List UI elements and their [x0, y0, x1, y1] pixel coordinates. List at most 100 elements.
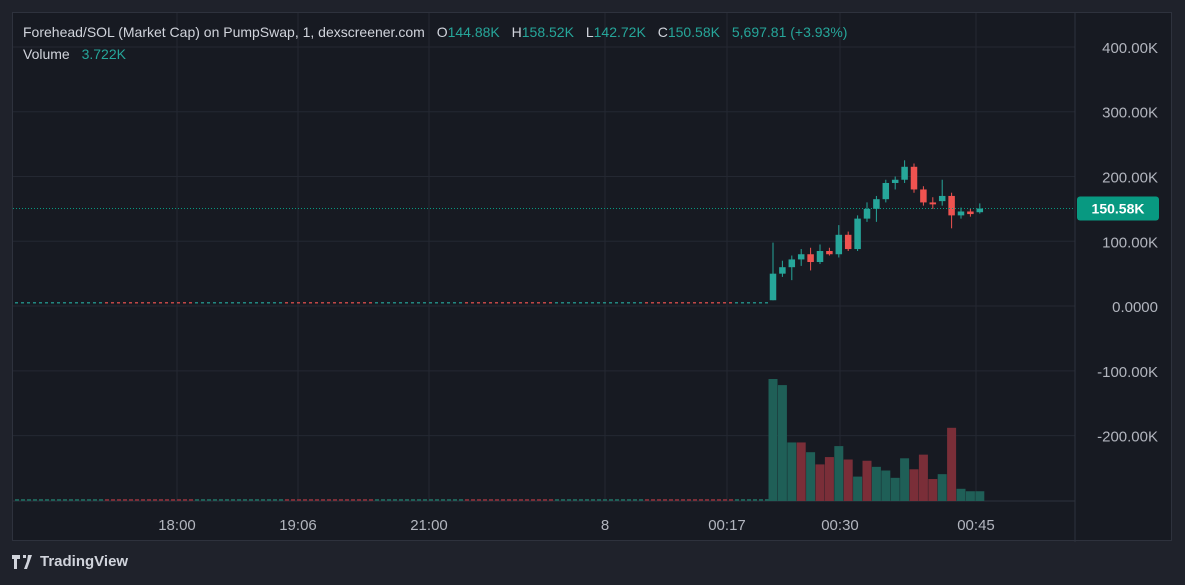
history-volume-bar [33, 499, 37, 501]
x-tick-label: 19:06 [279, 517, 317, 534]
history-volume-bar [531, 499, 535, 501]
volume-bar [965, 491, 975, 501]
candle-body [948, 195, 955, 216]
history-volume-bar [237, 499, 241, 501]
history-volume-bar [543, 499, 547, 501]
history-volume-bar [615, 499, 619, 501]
tradingview-icon [12, 554, 32, 569]
volume-bar [956, 488, 966, 501]
history-volume-bar [603, 499, 607, 501]
history-volume-bar [495, 499, 499, 501]
history-volume-bar [309, 499, 313, 501]
history-volume-bar [195, 499, 199, 501]
history-volume-bar [369, 499, 373, 501]
candle-body [854, 218, 861, 250]
history-volume-bar [297, 499, 301, 501]
tradingview-logo[interactable]: TradingView [12, 553, 128, 570]
x-tick-label: 00:17 [708, 517, 746, 534]
history-volume-bar [549, 499, 553, 501]
history-volume-bar [561, 499, 565, 501]
candle-body [797, 254, 805, 260]
history-volume-bar [447, 499, 451, 501]
candle-body [891, 179, 899, 183]
y-tick-label: 100.00K [1102, 234, 1158, 251]
candle-body [901, 166, 908, 180]
history-volume-bar [81, 499, 85, 501]
history-volume-bar [411, 499, 415, 501]
candle-body [779, 267, 786, 274]
history-volume-bar [639, 499, 643, 501]
candle-body [882, 182, 890, 200]
volume-label[interactable]: Volume [23, 46, 70, 62]
volume-bar [853, 476, 863, 501]
price-tag-background [1077, 196, 1159, 221]
history-volume-bar [39, 499, 43, 501]
low-label: L [585, 24, 594, 40]
volume-bar [928, 479, 938, 501]
open-value: 144.88K [447, 24, 500, 40]
history-volume-bar [93, 499, 97, 501]
symbol-title[interactable]: Forehead/SOL (Market Cap) on PumpSwap, 1… [23, 24, 425, 40]
candle-body [957, 211, 965, 216]
history-volume-bar [675, 499, 679, 501]
history-volume-bar [399, 499, 403, 501]
history-volume-bar [183, 499, 187, 501]
tradingview-wordmark: TradingView [40, 553, 129, 570]
history-volume-bar [153, 499, 157, 501]
history-volume-bar [465, 499, 469, 501]
y-tick-label: -200.00K [1097, 429, 1158, 446]
candle-body [863, 208, 871, 219]
volume-bar [806, 452, 816, 501]
chart-frame[interactable]: 400.00K 300.00K 200.00K 100.00K 0.0000 -100.0… [12, 12, 1173, 542]
x-tick-label: 18:00 [158, 517, 196, 534]
history-volume-bar [717, 499, 721, 501]
history-volume-bar [669, 499, 673, 501]
volume-bar [796, 442, 806, 501]
last-price-tag: 150.58K [1077, 196, 1159, 221]
history-volume-bar [291, 499, 295, 501]
candle-body [873, 199, 880, 209]
history-volume-bar [255, 499, 259, 501]
chart-canvas[interactable]: 400.00K 300.00K 200.00K 100.00K 0.0000 -100.0… [13, 13, 1173, 542]
history-volume-bar [15, 499, 19, 501]
history-volume-bar [243, 499, 247, 501]
history-volume-bar [375, 499, 379, 501]
candle-body [976, 208, 984, 213]
low-value: 142.72K [593, 24, 646, 40]
volume-bar [843, 459, 853, 501]
history-volume-bar [51, 499, 55, 501]
history-volume-bar [123, 499, 127, 501]
history-volume-bar [231, 499, 235, 501]
history-volume-bar [741, 499, 745, 501]
history-volume-bar [249, 499, 253, 501]
history-volume-bar [627, 499, 631, 501]
history-volume-bar [321, 499, 325, 501]
history-volume-bar [441, 499, 445, 501]
history-volume-bar [225, 499, 229, 501]
x-axis[interactable]: 18:00 19:06 21:00 8 00:17 00:30 00:45 [158, 517, 995, 534]
history-volume-bar [117, 499, 121, 501]
candle-body [920, 189, 927, 203]
history-volume-bar [207, 499, 211, 501]
history-volume-bar [201, 499, 205, 501]
volume-bar [815, 464, 825, 501]
volume-bar [871, 466, 881, 501]
history-volume-bar [387, 499, 391, 501]
history-volume-bar [303, 499, 307, 501]
history-volume-bar [363, 499, 367, 501]
history-volume-bar [87, 499, 91, 501]
history-volume-bar [417, 499, 421, 501]
history-volume-bar [405, 499, 409, 501]
history-volume-bar [261, 499, 265, 501]
history-volume-bar [705, 499, 709, 501]
y-axis[interactable]: 400.00K 300.00K 200.00K 100.00K 0.0000 -100.0… [1097, 40, 1158, 446]
history-volume-bar [435, 499, 439, 501]
price-tag-label: 150.58K [1092, 201, 1145, 217]
history-volume-bar [357, 499, 361, 501]
history-volume-bar [699, 499, 703, 501]
high-label: H [511, 24, 522, 40]
legend-row-price: Forehead/SOL (Market Cap) on PumpSwap, 1… [23, 21, 847, 43]
volume-bar [768, 379, 778, 501]
history-volume-bar [141, 499, 145, 501]
history-volume-bar [621, 499, 625, 501]
